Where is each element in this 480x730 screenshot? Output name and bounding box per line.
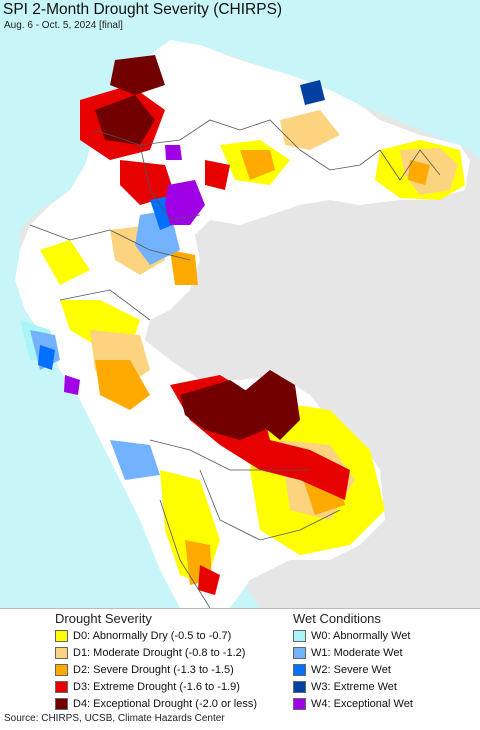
drought-legend-heading: Drought Severity bbox=[55, 611, 152, 626]
legend-label-d1: D1: Moderate Drought (-0.8 to -1.2) bbox=[73, 646, 246, 659]
swatch-w2 bbox=[293, 663, 306, 676]
legend-item-w2: W2: Severe Wet bbox=[293, 661, 413, 678]
swatch-w1 bbox=[293, 646, 306, 659]
legend-label-w0: W0: Abnormally Wet bbox=[311, 629, 411, 642]
d4-areas bbox=[95, 55, 300, 440]
legend-item-d1: D1: Moderate Drought (-0.8 to -1.2) bbox=[55, 644, 257, 661]
map-graphic bbox=[15, 40, 480, 608]
legend-item-w4: W4: Exceptional Wet bbox=[293, 695, 413, 712]
legend-label-d2: D2: Severe Drought (-1.3 to -1.5) bbox=[73, 663, 234, 676]
legend-label-w1: W1: Moderate Wet bbox=[311, 646, 403, 659]
swatch-d2 bbox=[55, 663, 68, 676]
source-credit: Source: CHIRPS, UCSB, Climate Hazards Ce… bbox=[4, 713, 225, 724]
swatch-d1 bbox=[55, 646, 68, 659]
swatch-d0 bbox=[55, 629, 68, 642]
legend-label-d4: D4: Exceptional Drought (-2.0 or less) bbox=[73, 697, 258, 710]
wet-legend-heading: Wet Conditions bbox=[293, 611, 381, 626]
legend-item-d0: D0: Abnormally Dry (-0.5 to -0.7) bbox=[55, 627, 257, 644]
legend: Drought Severity D0: Abnormally Dry (-0.… bbox=[0, 608, 480, 712]
drought-legend: Drought Severity D0: Abnormally Dry (-0.… bbox=[55, 608, 257, 712]
map-title: SPI 2-Month Drought Severity (CHIRPS) bbox=[3, 1, 283, 18]
legend-item-d3: D3: Extreme Drought (-1.6 to -1.9) bbox=[55, 678, 257, 695]
swatch-w3 bbox=[293, 680, 306, 693]
swatch-d4 bbox=[55, 697, 68, 710]
country-borders bbox=[29, 119, 441, 608]
legend-label-d3: D3: Extreme Drought (-1.6 to -1.9) bbox=[73, 680, 240, 693]
legend-label-w2: W2: Severe Wet bbox=[311, 663, 391, 676]
legend-label-w3: W3: Extreme Wet bbox=[311, 680, 397, 693]
drought-map: SPI 2-Month Drought Severity (CHIRPS) Au… bbox=[0, 0, 480, 608]
legend-item-w1: W1: Moderate Wet bbox=[293, 644, 413, 661]
swatch-d3 bbox=[55, 680, 68, 693]
swatch-w0 bbox=[293, 629, 306, 642]
legend-item-d4: D4: Exceptional Drought (-2.0 or less) bbox=[55, 695, 257, 712]
amazon-nodata bbox=[150, 205, 480, 395]
map-subtitle: Aug. 6 - Oct. 5, 2024 [final] bbox=[4, 20, 123, 31]
legend-label-w4: W4: Exceptional Wet bbox=[311, 697, 413, 710]
legend-divider bbox=[0, 608, 480, 609]
legend-item-w0: W0: Abnormally Wet bbox=[293, 627, 413, 644]
legend-label-d0: D0: Abnormally Dry (-0.5 to -0.7) bbox=[73, 629, 232, 642]
legend-item-w3: W3: Extreme Wet bbox=[293, 678, 413, 695]
swatch-w4 bbox=[293, 697, 306, 710]
legend-item-d2: D2: Severe Drought (-1.3 to -1.5) bbox=[55, 661, 257, 678]
wet-legend: Wet Conditions W0: Abnormally Wet W1: Mo… bbox=[293, 608, 413, 712]
